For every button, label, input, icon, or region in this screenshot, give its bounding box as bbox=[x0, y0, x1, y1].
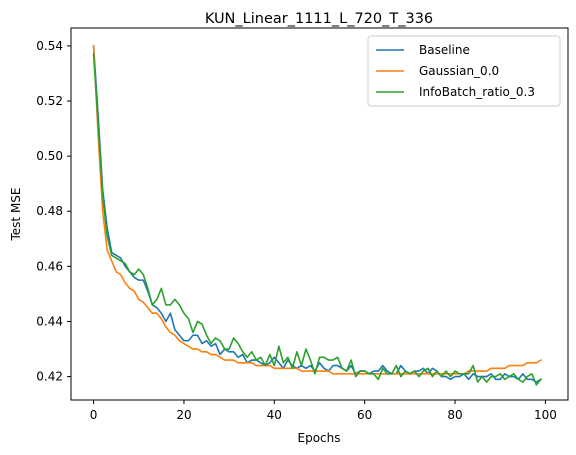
y-tick-label: 0.46 bbox=[36, 259, 63, 273]
y-tick-label: 0.54 bbox=[36, 39, 63, 53]
series-line-1 bbox=[92, 45, 542, 375]
x-tick-label: 80 bbox=[447, 408, 462, 422]
y-tick-label: 0.52 bbox=[36, 94, 63, 108]
plot-frame bbox=[70, 27, 569, 401]
y-tick-label: 0.48 bbox=[36, 204, 63, 218]
x-axis-title: Epochs bbox=[298, 431, 341, 445]
y-tick-label: 0.42 bbox=[36, 370, 63, 384]
chart-title: KUN_Linear_1111_L_720_T_336 bbox=[205, 11, 433, 27]
y-axis-title: Test MSE bbox=[9, 188, 23, 242]
x-tick-label: 40 bbox=[267, 408, 282, 422]
y-tick-label: 0.50 bbox=[36, 149, 63, 163]
x-tick-label: 100 bbox=[534, 408, 557, 422]
legend: Baseline Gaussian_0.0 InfoBatch_ratio_0.3 bbox=[367, 35, 561, 107]
x-tick-label: 60 bbox=[357, 408, 372, 422]
legend-box bbox=[367, 35, 561, 107]
x-tick-label: 0 bbox=[90, 408, 98, 422]
legend-label-1: Gaussian_0.0 bbox=[419, 64, 499, 78]
series-line-2 bbox=[92, 53, 543, 386]
x-axis: 0 20 40 60 80 100 bbox=[90, 400, 557, 422]
series-layer bbox=[92, 45, 543, 386]
y-tick-label: 0.44 bbox=[36, 314, 63, 328]
legend-label-2: InfoBatch_ratio_0.3 bbox=[419, 85, 535, 99]
legend-label-0: Baseline bbox=[419, 43, 470, 57]
x-tick-label: 20 bbox=[176, 408, 191, 422]
y-axis: 0.42 0.44 0.46 0.48 0.50 0.52 0.54 bbox=[36, 39, 71, 384]
